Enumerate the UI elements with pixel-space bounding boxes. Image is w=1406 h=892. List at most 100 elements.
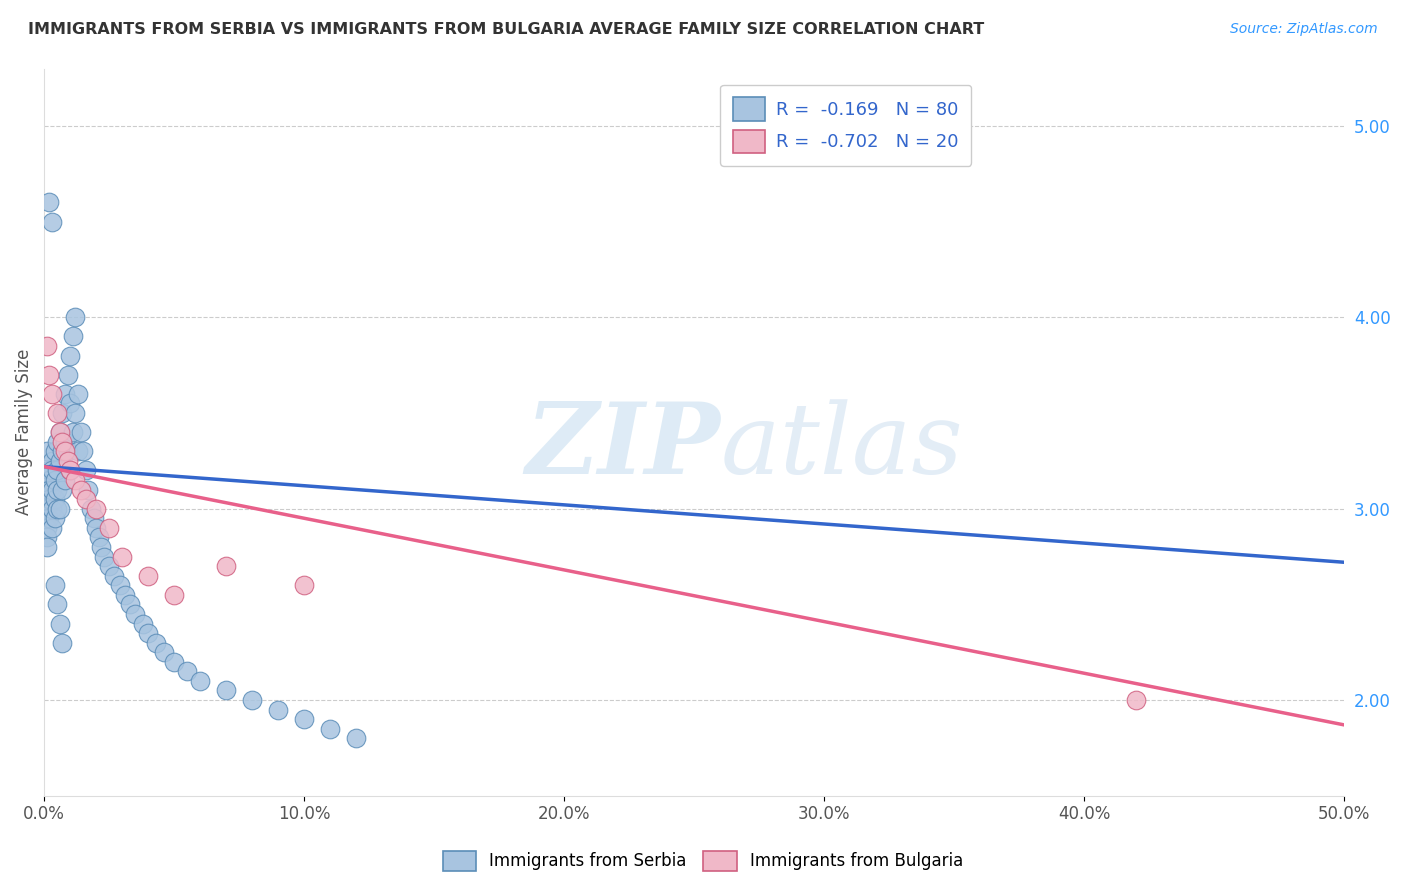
Point — [38, 492, 60, 507]
Point — [41, 501, 63, 516]
Point — [69, 483, 91, 497]
Point — [77, 483, 100, 497]
Point — [41, 521, 63, 535]
Point — [188, 673, 211, 688]
Point — [38, 368, 60, 382]
Point — [114, 588, 136, 602]
Point — [35, 501, 58, 516]
Point — [46, 434, 69, 449]
Point — [48, 425, 70, 439]
Text: Source: ZipAtlas.com: Source: ZipAtlas.com — [1230, 22, 1378, 37]
Point — [75, 463, 97, 477]
Point — [75, 492, 97, 507]
Point — [319, 722, 342, 736]
Point — [46, 598, 69, 612]
Point — [69, 425, 91, 439]
Point — [46, 483, 69, 497]
Point — [267, 703, 290, 717]
Point — [44, 492, 66, 507]
Point — [1125, 693, 1147, 707]
Point — [44, 578, 66, 592]
Legend: Immigrants from Serbia, Immigrants from Bulgaria: Immigrants from Serbia, Immigrants from … — [434, 842, 972, 880]
Point — [152, 645, 174, 659]
Point — [48, 501, 70, 516]
Point — [46, 463, 69, 477]
Point — [51, 444, 73, 458]
Point — [51, 483, 73, 497]
Point — [215, 683, 238, 698]
Point — [35, 521, 58, 535]
Point — [38, 483, 60, 497]
Point — [98, 559, 121, 574]
Point — [48, 616, 70, 631]
Point — [176, 665, 198, 679]
Text: ZIP: ZIP — [526, 399, 720, 495]
Point — [66, 387, 89, 401]
Point — [292, 578, 315, 592]
Point — [72, 444, 94, 458]
Point — [53, 434, 76, 449]
Text: atlas: atlas — [720, 399, 963, 494]
Legend: R =  -0.169   N = 80, R =  -0.702   N = 20: R = -0.169 N = 80, R = -0.702 N = 20 — [720, 85, 972, 166]
Point — [59, 349, 82, 363]
Point — [41, 454, 63, 468]
Point — [240, 693, 263, 707]
Point — [44, 511, 66, 525]
Point — [56, 368, 79, 382]
Point — [84, 521, 107, 535]
Point — [132, 616, 155, 631]
Point — [53, 473, 76, 487]
Point — [53, 387, 76, 401]
Point — [118, 598, 141, 612]
Point — [41, 214, 63, 228]
Point — [84, 501, 107, 516]
Point — [41, 387, 63, 401]
Point — [136, 568, 159, 582]
Point — [66, 444, 89, 458]
Point — [38, 473, 60, 487]
Point — [46, 406, 69, 420]
Text: IMMIGRANTS FROM SERBIA VS IMMIGRANTS FROM BULGARIA AVERAGE FAMILY SIZE CORRELATI: IMMIGRANTS FROM SERBIA VS IMMIGRANTS FRO… — [28, 22, 984, 37]
Point — [292, 712, 315, 726]
Point — [163, 588, 186, 602]
Point — [44, 444, 66, 458]
Point — [35, 540, 58, 554]
Point — [83, 511, 105, 525]
Point — [35, 530, 58, 544]
Point — [46, 501, 69, 516]
Point — [41, 463, 63, 477]
Point — [48, 454, 70, 468]
Point — [65, 310, 87, 325]
Point — [124, 607, 146, 621]
Point — [35, 444, 58, 458]
Point — [62, 329, 84, 343]
Point — [59, 396, 82, 410]
Point — [59, 463, 82, 477]
Point — [51, 635, 73, 649]
Point — [65, 473, 87, 487]
Point — [215, 559, 238, 574]
Point — [103, 568, 125, 582]
Point — [44, 473, 66, 487]
Point — [56, 454, 79, 468]
Point — [41, 483, 63, 497]
Point — [93, 549, 115, 564]
Point — [51, 406, 73, 420]
Point — [98, 521, 121, 535]
Point — [62, 425, 84, 439]
Point — [35, 339, 58, 353]
Point — [48, 425, 70, 439]
Point — [80, 501, 103, 516]
Point — [87, 530, 110, 544]
Point — [163, 655, 186, 669]
Point — [35, 511, 58, 525]
Point — [111, 549, 134, 564]
Y-axis label: Average Family Size: Average Family Size — [15, 349, 32, 516]
Point — [145, 635, 167, 649]
Point — [108, 578, 131, 592]
Point — [51, 434, 73, 449]
Point — [90, 540, 112, 554]
Point — [344, 731, 367, 746]
Point — [35, 483, 58, 497]
Point — [59, 463, 82, 477]
